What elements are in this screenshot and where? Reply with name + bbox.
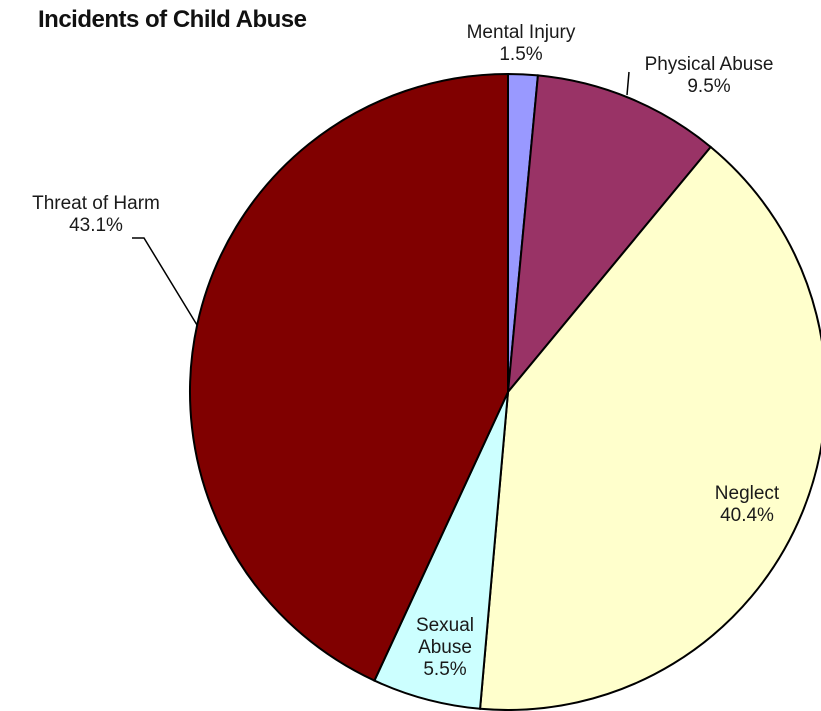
- slice-percent-physical-abuse: 9.5%: [687, 76, 730, 97]
- slice-name-physical-abuse-0: Physical Abuse: [645, 54, 774, 75]
- leader-line-physical-abuse: [626, 71, 630, 96]
- slice-name-sexual-abuse-1: Abuse: [418, 637, 472, 658]
- slice-name-sexual-abuse-0: Sexual: [416, 615, 474, 636]
- slice-name-threat-of-harm-0: Threat of Harm: [32, 193, 160, 214]
- slice-percent-mental-injury: 1.5%: [499, 44, 542, 65]
- slice-name-neglect-0: Neglect: [715, 483, 780, 504]
- leader-line-threat-of-harm: [132, 237, 198, 326]
- slice-name-mental-injury-0: Mental Injury: [467, 22, 576, 43]
- slice-percent-neglect: 40.4%: [720, 505, 774, 526]
- pie-slice-physical-abuse: [506, 74, 713, 396]
- slice-percent-sexual-abuse: 5.5%: [423, 659, 466, 680]
- pie-slice-threat-of-harm: [189, 72, 509, 682]
- slice-percent-threat-of-harm: 43.1%: [69, 215, 123, 236]
- chart-title: Incidents of Child Abuse: [38, 6, 307, 33]
- pie-slice-neglect: [478, 145, 821, 711]
